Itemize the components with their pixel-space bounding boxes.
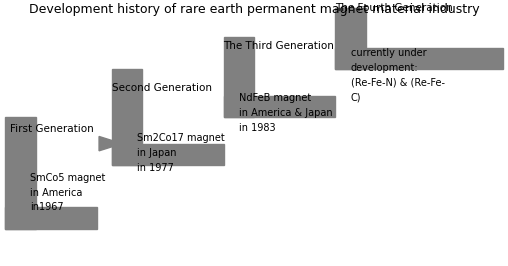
Bar <box>335 48 503 69</box>
Text: The Third Generation: The Third Generation <box>224 40 334 51</box>
Text: Development history of rare earth permanent magnet material industry: Development history of rare earth perman… <box>28 3 480 16</box>
Text: NdFeB magnet
in America & Japan
in 1983: NdFeB magnet in America & Japan in 1983 <box>239 93 332 133</box>
Bar <box>5 207 97 229</box>
Polygon shape <box>99 136 122 151</box>
Bar <box>224 96 335 117</box>
Text: Second Generation: Second Generation <box>112 83 212 93</box>
Bar <box>224 37 254 117</box>
Polygon shape <box>226 89 249 103</box>
Text: First Generation: First Generation <box>10 124 94 134</box>
Bar <box>335 8 366 69</box>
Text: The Fourth Generation: The Fourth Generation <box>335 3 453 13</box>
Text: currently under
development:
(Re-Fe-N) & (Re-Fe-
C): currently under development: (Re-Fe-N) &… <box>351 48 444 102</box>
Bar <box>112 144 224 165</box>
Polygon shape <box>338 46 361 60</box>
Text: SmCo5 magnet
in America
in1967: SmCo5 magnet in America in1967 <box>30 173 106 213</box>
Text: Sm2Co17 magnet
in Japan
in 1977: Sm2Co17 magnet in Japan in 1977 <box>137 133 225 173</box>
Bar <box>5 117 36 229</box>
Bar <box>112 69 142 165</box>
